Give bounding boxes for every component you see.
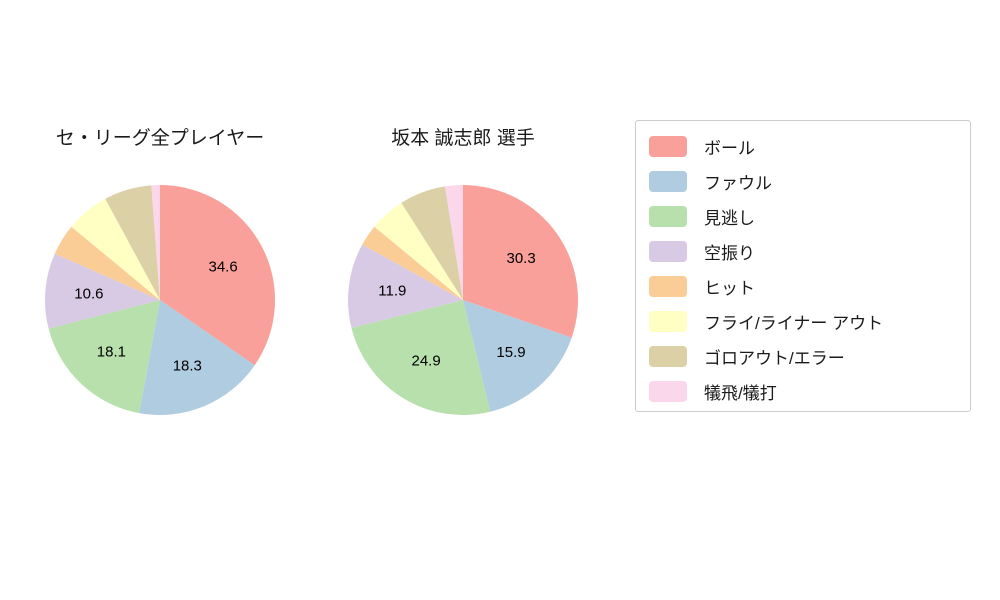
pie-slice-label-3: 11.9 bbox=[378, 282, 406, 299]
legend-item-4: ヒット bbox=[649, 269, 970, 304]
legend: ボールファウル見逃し空振りヒットフライ/ライナー アウト ゴロアウト/エラー 犠飛/… bbox=[635, 120, 971, 412]
legend-label-3: 空振り bbox=[704, 244, 755, 263]
pie-slice-0 bbox=[160, 185, 276, 366]
legend-label-5: フライ/ライナー アウト bbox=[704, 314, 884, 333]
pie-slice-label-1: 18.3 bbox=[173, 357, 202, 374]
legend-label-7: 犠飛/犠打 bbox=[704, 384, 777, 403]
pie-slice-3 bbox=[348, 244, 463, 328]
pie-slice-3 bbox=[44, 253, 160, 329]
legend-label-1: ファウル bbox=[704, 174, 772, 193]
pie-slice-6 bbox=[105, 185, 160, 300]
pie-slice-5 bbox=[71, 198, 160, 300]
pie-chart-player: 30.3 15.9 24.9 11.9 bbox=[348, 185, 578, 416]
pie-slice-label-0: 30.3 bbox=[506, 250, 535, 267]
pie-slice-1 bbox=[139, 300, 255, 416]
legend-swatch-0 bbox=[649, 136, 687, 157]
legend-item-0: ボール bbox=[649, 129, 970, 164]
pie-slice-2 bbox=[48, 300, 160, 414]
pie-slice-label-2: 24.9 bbox=[411, 353, 440, 370]
legend-item-1: ファウル bbox=[649, 164, 970, 199]
legend-swatch-7 bbox=[649, 381, 687, 402]
pie-slice-6 bbox=[401, 186, 463, 300]
legend-item-2: 見逃し bbox=[649, 199, 970, 234]
legend-label-0: ボール bbox=[704, 139, 755, 158]
legend-swatch-4 bbox=[649, 276, 687, 297]
legend-item-3: 空振り bbox=[649, 234, 970, 269]
legend-label-4: ヒット bbox=[704, 279, 755, 298]
pie-slice-7 bbox=[445, 185, 463, 300]
pie-slice-label-2: 18.1 bbox=[97, 344, 126, 361]
legend-swatch-5 bbox=[649, 311, 687, 332]
legend-swatch-3 bbox=[649, 241, 687, 262]
legend-swatch-2 bbox=[649, 206, 687, 227]
legend-swatch-6 bbox=[649, 346, 687, 367]
pie-slice-label-1: 15.9 bbox=[496, 344, 525, 361]
chart-title-player: 坂本 誠志郎 選手 bbox=[391, 128, 535, 149]
legend-label-2: 見逃し bbox=[704, 209, 755, 228]
pie-slice-label-0: 34.6 bbox=[208, 258, 237, 275]
pie-slice-label-3: 10.6 bbox=[74, 286, 103, 303]
pie-slice-4 bbox=[54, 226, 160, 300]
pie-chart-league: 34.6 18.3 18.1 10.6 bbox=[44, 185, 276, 416]
pie-slice-7 bbox=[151, 185, 160, 300]
pie-slice-0 bbox=[463, 185, 578, 338]
pie-slice-1 bbox=[463, 300, 572, 412]
pie-slice-2 bbox=[351, 300, 491, 416]
legend-label-6: ゴロアウト/エラー bbox=[704, 349, 845, 368]
legend-item-5: フライ/ライナー アウト bbox=[649, 304, 970, 339]
chart-title-league: セ・リーグ全プレイヤー bbox=[55, 128, 265, 149]
legend-item-7: 犠飛/犠打 bbox=[649, 374, 970, 409]
pie-slice-4 bbox=[362, 226, 463, 300]
pie-slice-5 bbox=[374, 202, 463, 300]
legend-item-6: ゴロアウト/エラー bbox=[649, 339, 970, 374]
legend-swatch-1 bbox=[649, 171, 687, 192]
